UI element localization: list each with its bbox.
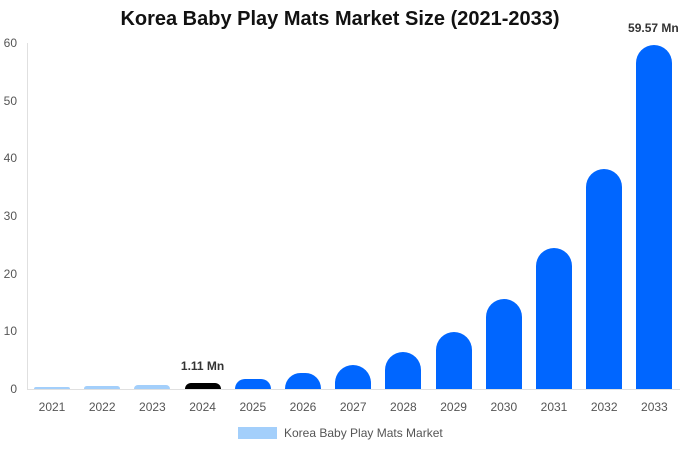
x-tick-label: 2031 <box>540 400 568 414</box>
x-tick-label: 2029 <box>440 400 467 414</box>
y-tick-label: 0 <box>10 382 17 396</box>
y-tick-label: 60 <box>3 36 17 50</box>
bar-2021[interactable] <box>34 387 70 389</box>
bar-2027[interactable] <box>335 364 372 389</box>
legend-label: Korea Baby Play Mats Market <box>284 426 443 440</box>
data-label-2033: 59.57 Mn <box>628 21 679 36</box>
y-axis-line <box>27 43 28 389</box>
x-tick-label: 2027 <box>339 400 367 414</box>
y-tick-label: 30 <box>3 209 17 223</box>
x-tick-label: 2022 <box>88 400 116 414</box>
x-tick-label: 2021 <box>38 400 66 414</box>
chart-title: Korea Baby Play Mats Market Size (2021-2… <box>120 8 560 30</box>
bar-2026[interactable] <box>285 373 321 389</box>
x-tick-label: 2032 <box>590 400 618 414</box>
x-tick-label: 2030 <box>490 400 518 414</box>
x-axis-line <box>27 389 680 390</box>
bar-2029[interactable] <box>435 331 472 389</box>
x-tick-label: 2024 <box>189 400 216 414</box>
y-tick-label: 40 <box>3 151 17 166</box>
legend[interactable]: Korea Baby Play Mats Market <box>238 426 443 440</box>
bar-2030[interactable] <box>485 299 522 389</box>
bar-2023[interactable] <box>134 384 171 389</box>
x-tick-label: 2028 <box>390 400 417 414</box>
bar-2028[interactable] <box>385 352 422 389</box>
x-tick-label: 2023 <box>139 400 166 414</box>
y-tick-label: 10 <box>3 324 17 339</box>
legend-swatch <box>238 427 277 439</box>
x-tick-label: 2026 <box>289 400 317 414</box>
x-tick-label: 2025 <box>239 400 267 414</box>
bar-2031[interactable] <box>536 248 572 389</box>
bar-2033[interactable] <box>636 45 673 389</box>
data-label-2024: 1.11 Mn <box>180 358 225 373</box>
bar-2022[interactable] <box>84 386 121 389</box>
x-tick-label: 2033 <box>641 400 668 414</box>
y-tick-label: 20 <box>3 266 17 281</box>
y-tick-label: 50 <box>3 93 17 108</box>
bar-2025[interactable] <box>234 379 271 389</box>
bar-2024[interactable] <box>184 382 221 389</box>
bar-2032[interactable] <box>586 169 623 389</box>
